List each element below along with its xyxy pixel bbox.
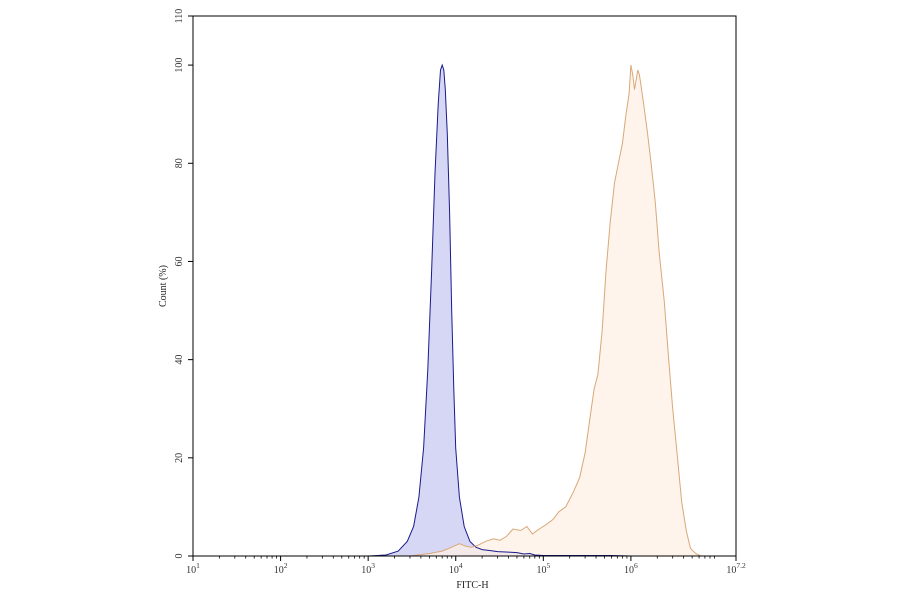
y-tick-label: 80 (174, 158, 185, 168)
x-tick-label: 104 (449, 561, 463, 576)
x-axis: 101 102 103 104 105 106 107.2 (186, 556, 746, 576)
y-tick-label: 110 (174, 9, 185, 24)
series-2-area (193, 65, 736, 556)
y-tick-label: 0 (174, 554, 185, 559)
y-tick-label: 20 (174, 453, 185, 463)
x-tick-label: 102 (274, 561, 288, 576)
y-axis: 0 20 40 60 80 100 110 (174, 9, 193, 559)
y-tick-label: 100 (174, 58, 185, 73)
y-tick-label: 60 (174, 256, 185, 266)
plot-frame (192, 15, 737, 557)
series-2-line (193, 65, 736, 557)
x-tick-label: 105 (536, 561, 550, 576)
x-tick-label: 107.2 (726, 561, 746, 576)
x-tick-label: 103 (361, 561, 375, 576)
series-1-line (193, 63, 736, 557)
x-tick-label: 101 (186, 561, 200, 576)
plot-area (193, 63, 736, 557)
x-tick-label: 106 (624, 561, 638, 576)
x-axis-title: FITC-H (456, 580, 488, 591)
y-tick-label: 40 (174, 355, 185, 365)
y-axis-title: Count (%) (158, 265, 169, 307)
